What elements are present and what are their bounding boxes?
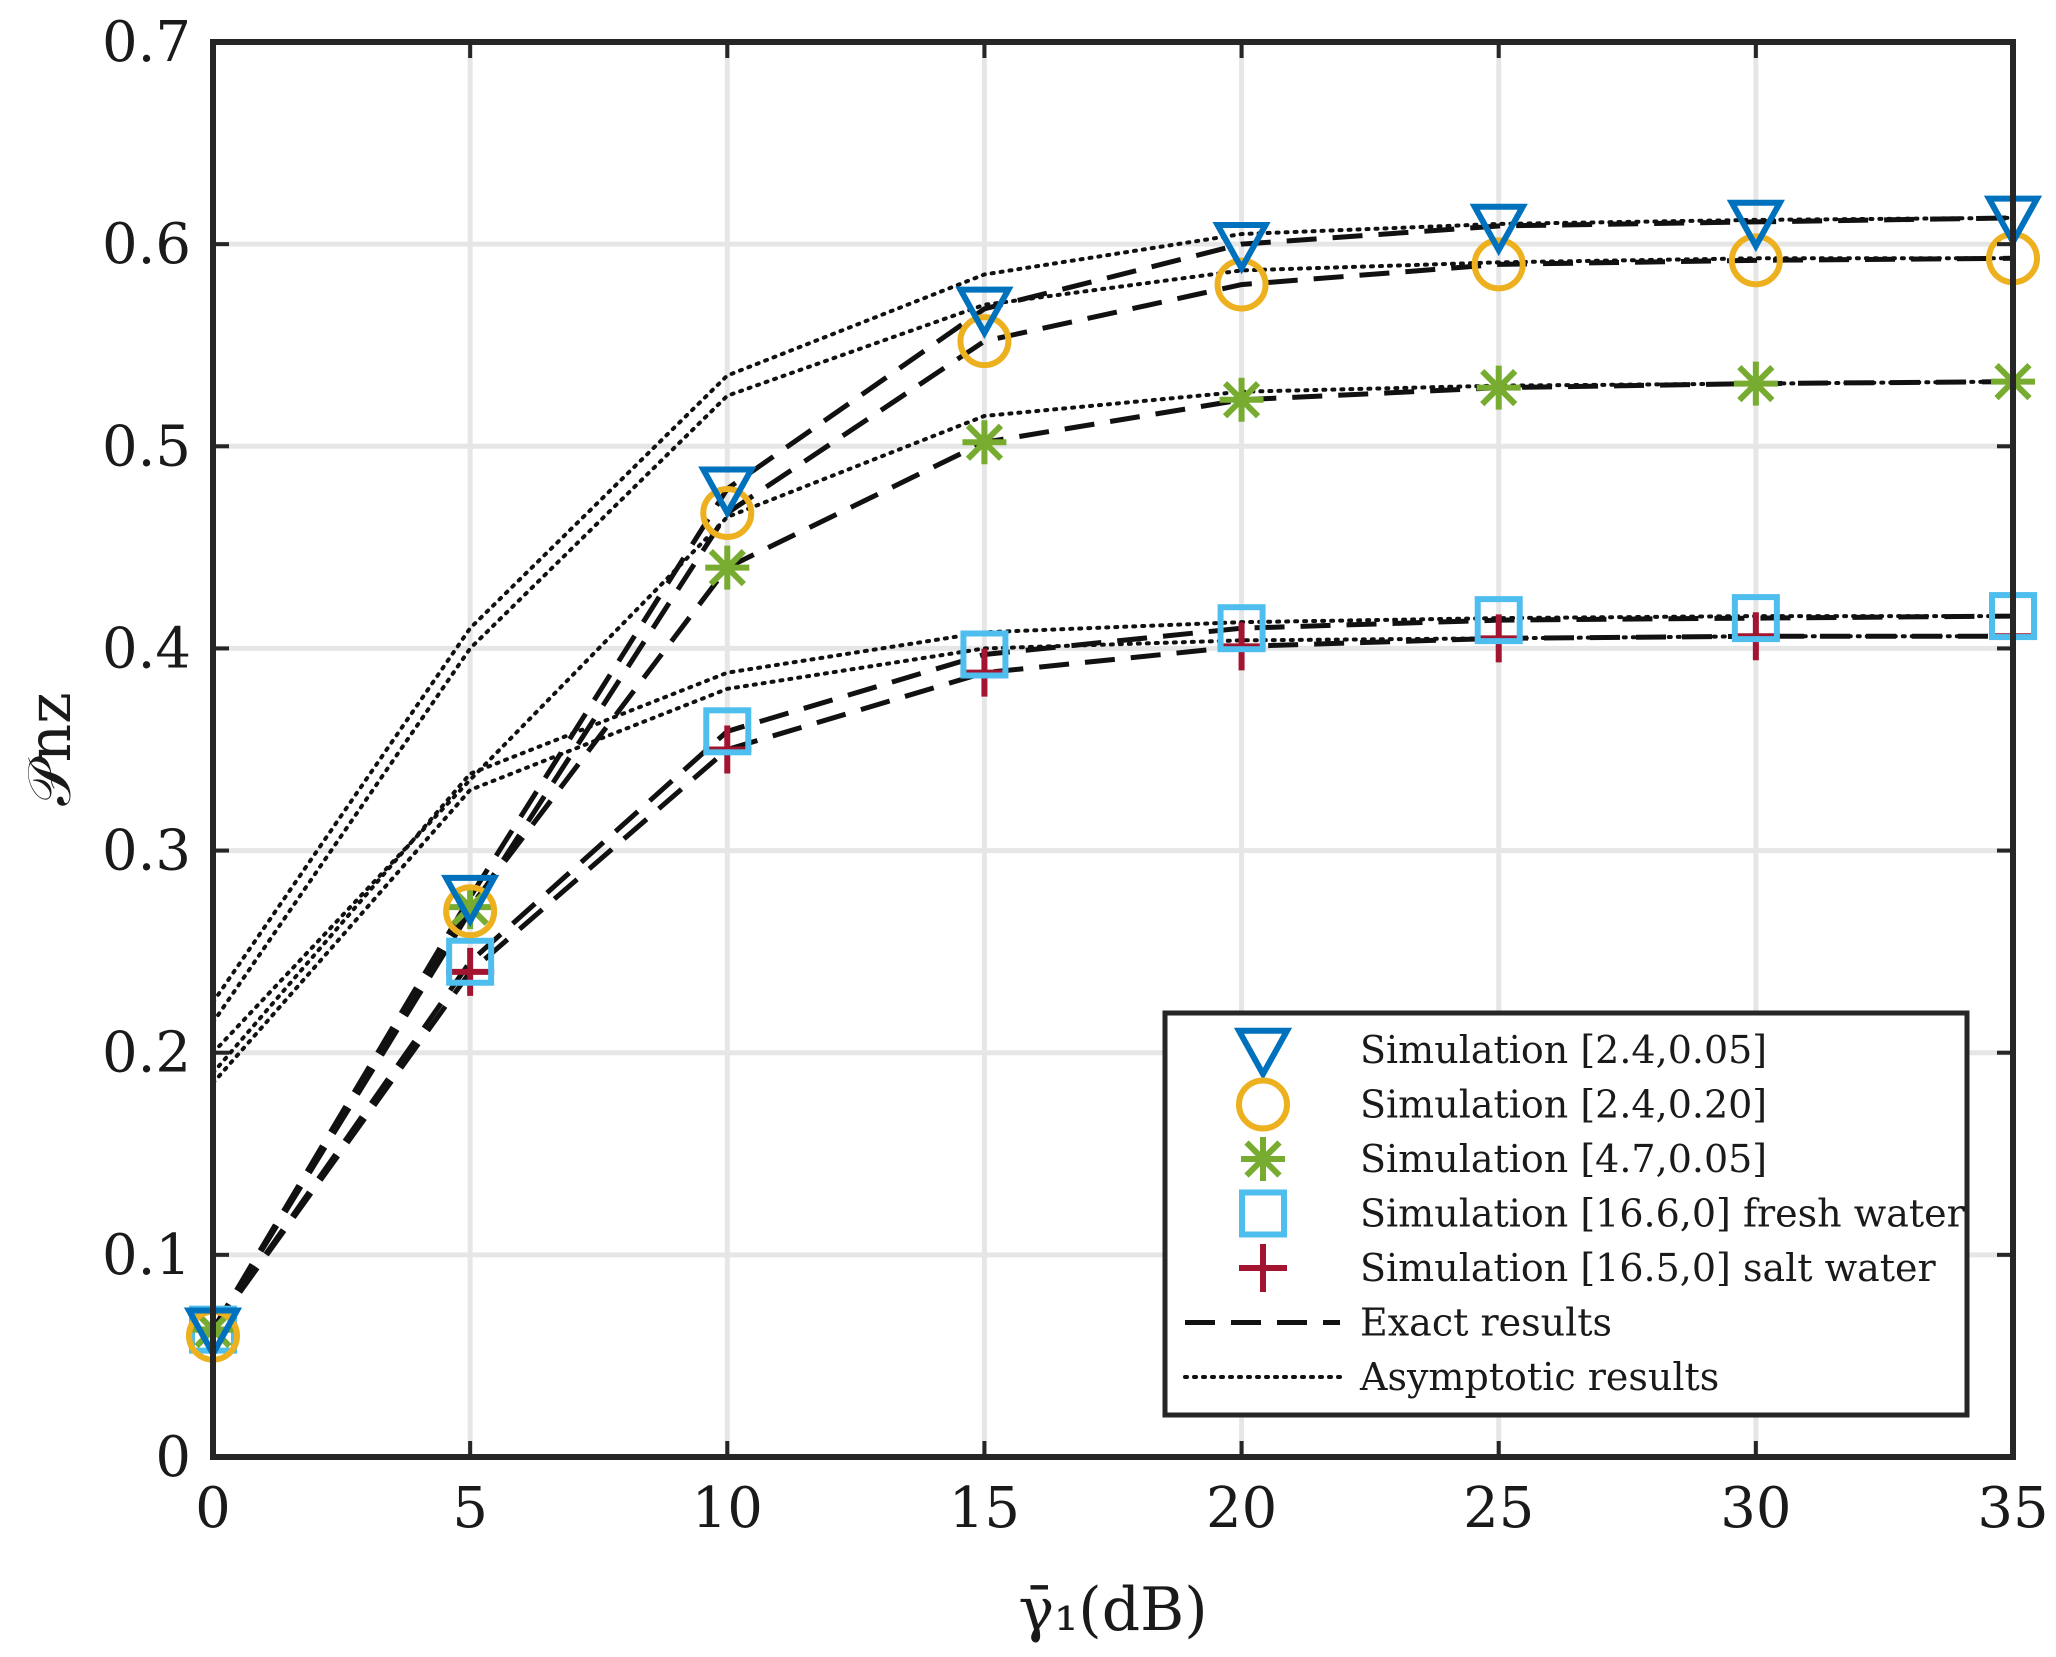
data-point [703,707,752,756]
circle-marker-shape [1471,237,1526,292]
asterisk-marker-stroke [965,423,1004,461]
legend-marker [1241,1137,1285,1181]
x-tick-label: 25 [1463,1476,1534,1541]
data-point [1726,199,1785,253]
asterisk-marker-stroke [708,548,746,587]
legend: Simulation [2.4,0.05] Simulation [2.4,0.2… [1162,1010,1970,1418]
data-point [1476,365,1521,410]
exact-curve [210,215,2014,1331]
x-tick-label: 35 [1977,1476,2048,1541]
data-point [955,286,1014,340]
data-point [957,314,1012,369]
data-point [1731,594,1780,643]
legend-box [1162,1010,1970,1418]
data-point [1471,237,1526,292]
triangle-marker-shape [698,466,757,519]
square-marker-shape [1731,594,1780,643]
square-marker-shape [960,630,1009,679]
triangle-marker-shape [441,874,500,928]
data-point [698,466,757,519]
x-tick-label: 15 [949,1476,1020,1541]
data-point [1212,221,1271,275]
square-marker-shape [446,937,495,986]
asymptotic-curve [211,614,2015,1075]
square-marker-shape [703,707,752,756]
y-tick-label: 0.5 [102,414,191,479]
data-point [1469,203,1528,257]
circle-marker-shape [443,884,498,939]
triangle-marker-shape [1212,221,1271,275]
x-tick-label: 0 [195,1476,231,1541]
data-point [1217,604,1266,653]
axis-ticks: 0 5 10 15 20 25 30 35 0 0.1 0.2 0.3 0.4 0.5 0.6 0.7 [102,10,2049,1541]
data-point [446,937,495,986]
legend-marker [1236,1077,1290,1132]
legend-entry-label: Exact results [1360,1301,1612,1345]
x-axis-label-text: γ̄₁(dB) [1018,1575,1207,1645]
y-axis-label-text: 𝒫nz [15,692,85,806]
legend-marker [1239,1244,1287,1292]
x-tick-label: 10 [692,1476,763,1541]
triangle-marker-shape [955,286,1014,340]
y-tick-label: 0.6 [102,212,191,277]
data-point [443,884,498,939]
legend-entry-label: Asymptotic results [1359,1355,1719,1399]
y-tick-label: 0.1 [102,1223,191,1288]
data-point [1219,377,1264,422]
triangle-marker-shape [1233,1027,1293,1081]
y-axis-label: 𝒫nz [15,692,85,806]
triangle-marker-shape [1726,199,1785,253]
legend-entry-label: Simulation [16.6,0] fresh water [1360,1192,1966,1236]
asymptotic-curve [211,256,2015,1025]
x-tick-label: 5 [452,1476,488,1541]
legend-entry-label: Simulation [16.5,0] salt water [1360,1246,1937,1290]
data-point [1214,257,1269,312]
asterisk-marker-stroke [1244,1140,1282,1178]
data-point [700,485,755,540]
y-tick-label: 0 [155,1425,191,1490]
square-marker-shape [1217,604,1266,653]
asymptotic-curve [211,634,2015,1086]
square-marker-shape [1239,1189,1287,1238]
exact-curve [210,613,2014,1332]
data-point [441,874,500,928]
plot-frame [210,39,2016,1460]
circle-marker-shape [700,485,755,540]
circle-marker-shape [1214,257,1269,312]
square-marker-shape [1474,596,1523,645]
data-point [1474,596,1523,645]
asterisk-marker-stroke [1737,365,1775,403]
triangle-marker-shape [1469,203,1528,257]
x-tick-label: 30 [1720,1476,1791,1541]
legend-marker [1233,1027,1293,1081]
exact-curve [210,633,2013,1332]
data-point [962,420,1007,465]
asymptotic-curve [211,215,2015,1005]
asterisk-marker-stroke [1222,381,1261,419]
exact-curve [210,379,2014,1331]
data-point [960,630,1009,679]
circle-marker-shape [1236,1077,1290,1132]
legend-entry-label: Simulation [4.7,0.05] [1360,1137,1767,1181]
data-point [446,947,495,996]
circle-marker-shape [1728,233,1783,288]
curves [210,215,2015,1332]
x-axis-label: γ̄₁(dB) [1018,1575,1207,1645]
y-tick-label: 0.7 [102,10,191,75]
data-point [1728,233,1783,288]
data-point [705,545,750,590]
x-tick-label: 20 [1206,1476,1277,1541]
exact-curve [210,255,2014,1331]
legend-entry-label: Simulation [2.4,0.05] [1360,1028,1767,1072]
y-tick-label: 0.4 [102,616,191,681]
asterisk-marker-stroke [1480,369,1518,407]
data-point [1733,361,1778,406]
legend-marker [1239,1189,1287,1238]
y-tick-label: 0.3 [102,819,191,884]
circle-marker-shape [957,314,1012,369]
y-tick-label: 0.2 [102,1021,191,1086]
legend-entry-label: Simulation [2.4,0.20] [1360,1083,1767,1127]
